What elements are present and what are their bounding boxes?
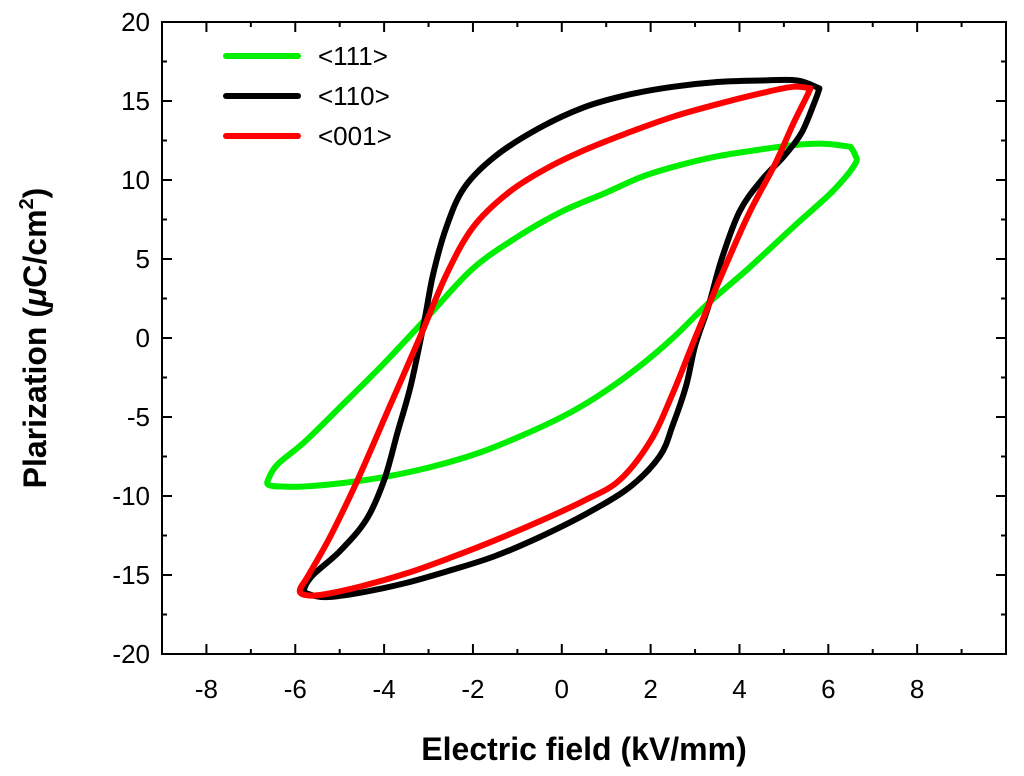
x-tick-label: 8 <box>910 674 924 704</box>
y-title-close: ) <box>17 188 53 199</box>
y-tick-label: 10 <box>121 165 150 195</box>
x-tick-label: 4 <box>732 674 746 704</box>
y-tick-label: 20 <box>121 7 150 37</box>
y-tick-label: -20 <box>112 639 150 669</box>
y-tick-label: 15 <box>121 86 150 116</box>
x-tick-label: 0 <box>555 674 569 704</box>
legend-label-1: <110> <box>318 81 390 111</box>
legend-label-2: <001> <box>318 121 392 151</box>
x-tick-label: 2 <box>643 674 657 704</box>
y-title-main: Plarization ( <box>17 307 53 489</box>
y-title-mu: μ <box>17 288 53 308</box>
y-title-sup: 2 <box>16 198 38 209</box>
x-axis-title: Electric field (kV/mm) <box>421 731 746 767</box>
y-tick-label: -15 <box>112 560 150 590</box>
y-tick-label: -5 <box>127 402 150 432</box>
x-tick-label: 6 <box>821 674 835 704</box>
y-axis-title: Plarization (μC/cm2) <box>16 188 53 489</box>
legend: <111> <110> <001> <box>223 41 392 151</box>
series-line-2 <box>296 83 814 599</box>
series-layer <box>264 76 860 601</box>
y-tick-label: 5 <box>136 244 150 274</box>
legend-label-0: <111> <box>318 41 388 71</box>
x-tick-label: -8 <box>195 674 218 704</box>
x-tick-label: -4 <box>373 674 396 704</box>
y-title-unit: C/cm <box>17 209 53 287</box>
y-tick-label: 0 <box>136 323 150 353</box>
y-tick-label: -10 <box>112 481 150 511</box>
x-tick-label: -2 <box>461 674 484 704</box>
x-tick-label: -6 <box>284 674 307 704</box>
